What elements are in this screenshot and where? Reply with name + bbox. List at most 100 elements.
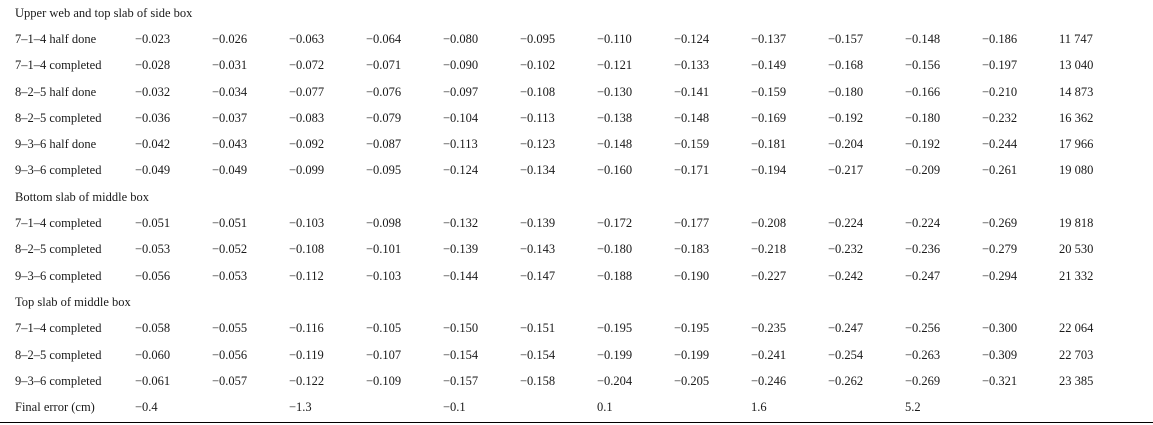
value-cell: −0.064 (366, 31, 402, 46)
value-cell: −0.269 (905, 373, 941, 388)
load-cell: 14 873 (1059, 84, 1094, 99)
value-cell: −0.026 (212, 31, 248, 46)
row-label: 9–3–6 completed (15, 163, 102, 178)
value-cell: −0.037 (212, 110, 248, 125)
row-label: 7–1–4 half done (15, 31, 97, 46)
load-cell: 11 747 (1059, 31, 1093, 46)
row-label: 8–2–5 completed (15, 242, 102, 257)
value-cell: −0.279 (982, 242, 1018, 257)
value-cell: −0.254 (828, 347, 864, 362)
final-error-row: Final error (cm) −0.4 −1.3 −0.1 0.1 1.6 5.2 (0, 394, 1153, 420)
row-label: 8–2–5 completed (15, 347, 102, 362)
value-cell: −1.3 (289, 400, 312, 415)
table-row: 8–2–5 completed −0.053 −0.052 −0.108 −0.101 −… (0, 237, 1153, 263)
value-cell: −0.159 (674, 137, 710, 152)
value-cell: −0.208 (751, 216, 787, 231)
value-cell: −0.195 (674, 321, 710, 336)
value-cell: −0.236 (905, 242, 941, 257)
value-cell: −0.143 (520, 242, 556, 257)
value-cell: −0.256 (905, 321, 941, 336)
value-cell: −0.139 (443, 242, 479, 257)
value-cell: −0.105 (366, 321, 402, 336)
value-cell: −0.232 (982, 110, 1018, 125)
value-cell: −0.028 (135, 58, 171, 73)
value-cell: −0.119 (289, 347, 324, 362)
value-cell: −0.4 (135, 400, 158, 415)
value-cell: −0.224 (828, 216, 864, 231)
value-cell: −0.294 (982, 268, 1018, 283)
value-cell: −0.154 (443, 347, 479, 362)
section-title: Top slab of middle box (15, 294, 131, 309)
value-cell: −0.166 (905, 84, 941, 99)
load-cell (1059, 394, 1153, 420)
value-cell: −0.156 (905, 58, 941, 73)
value-cell: −0.321 (982, 373, 1018, 388)
row-label: 7–1–4 completed (15, 216, 102, 231)
value-cell: −0.112 (289, 268, 324, 283)
value-cell: −0.244 (982, 137, 1018, 152)
value-cell: −0.023 (135, 31, 171, 46)
value-cell: −0.227 (751, 268, 787, 283)
table-row: 9–3–6 completed −0.061 −0.057 −0.122 −0.109 −… (0, 368, 1153, 394)
value-cell: −0.061 (135, 373, 171, 388)
value-cell: −0.241 (751, 347, 787, 362)
value-cell: −0.051 (135, 216, 171, 231)
value-cell: −0.169 (751, 110, 787, 125)
value-cell: −0.055 (212, 321, 248, 336)
value-cell: −0.102 (520, 58, 556, 73)
value-cell: −0.269 (982, 216, 1018, 231)
section-title: Upper web and top slab of side box (15, 5, 193, 20)
value-cell: 0.1 (597, 400, 613, 415)
value-cell: −0.134 (520, 163, 556, 178)
value-cell: −0.188 (597, 268, 633, 283)
value-cell: −0.095 (366, 163, 402, 178)
value-cell: −0.071 (366, 58, 402, 73)
section-title: Bottom slab of middle box (15, 189, 150, 204)
value-cell: −0.199 (674, 347, 710, 362)
bottom-rule (0, 422, 1153, 423)
value-cell: −0.130 (597, 84, 633, 99)
value-cell: −0.139 (520, 216, 556, 231)
value-cell: −0.042 (135, 137, 171, 152)
value-cell: −0.132 (443, 216, 479, 231)
value-cell: −0.123 (520, 137, 556, 152)
value-cell: −0.108 (289, 242, 325, 257)
value-cell: −0.190 (674, 268, 710, 283)
value-cell: −0.218 (751, 242, 787, 257)
value-cell: −0.159 (751, 84, 787, 99)
value-cell: −0.110 (597, 31, 632, 46)
value-cell: −0.204 (597, 373, 633, 388)
load-cell: 16 362 (1059, 110, 1094, 125)
row-label: 9–3–6 completed (15, 373, 102, 388)
value-cell: −0.052 (212, 242, 248, 257)
value-cell: −0.051 (212, 216, 248, 231)
row-label: 9–3–6 completed (15, 268, 102, 283)
load-cell: 22 703 (1059, 347, 1094, 362)
value-cell: −0.232 (828, 242, 864, 257)
row-label: 9–3–6 half done (15, 137, 97, 152)
value-cell: −0.098 (366, 216, 402, 231)
value-cell: −0.097 (443, 84, 479, 99)
value-cell: −0.157 (443, 373, 479, 388)
value-cell: −0.072 (289, 58, 325, 73)
value-cell: −0.053 (212, 268, 248, 283)
value-cell: −0.149 (751, 58, 787, 73)
value-cell: −0.247 (828, 321, 864, 336)
value-cell: −0.247 (905, 268, 941, 283)
value-cell: −0.076 (366, 84, 402, 99)
value-cell: −0.095 (520, 31, 556, 46)
value-cell: −0.141 (674, 84, 710, 99)
value-cell: −0.113 (443, 137, 478, 152)
value-cell: −0.103 (366, 268, 402, 283)
value-cell (366, 394, 443, 420)
value-cell: −0.144 (443, 268, 479, 283)
value-cell: −0.204 (828, 137, 864, 152)
value-cell: −0.107 (366, 347, 402, 362)
value-cell: −0.180 (597, 242, 633, 257)
value-cell: −0.049 (212, 163, 248, 178)
value-cell: −0.148 (905, 31, 941, 46)
value-cell: −0.083 (289, 110, 325, 125)
value-cell: −0.031 (212, 58, 248, 73)
value-cell: −0.063 (289, 31, 325, 46)
